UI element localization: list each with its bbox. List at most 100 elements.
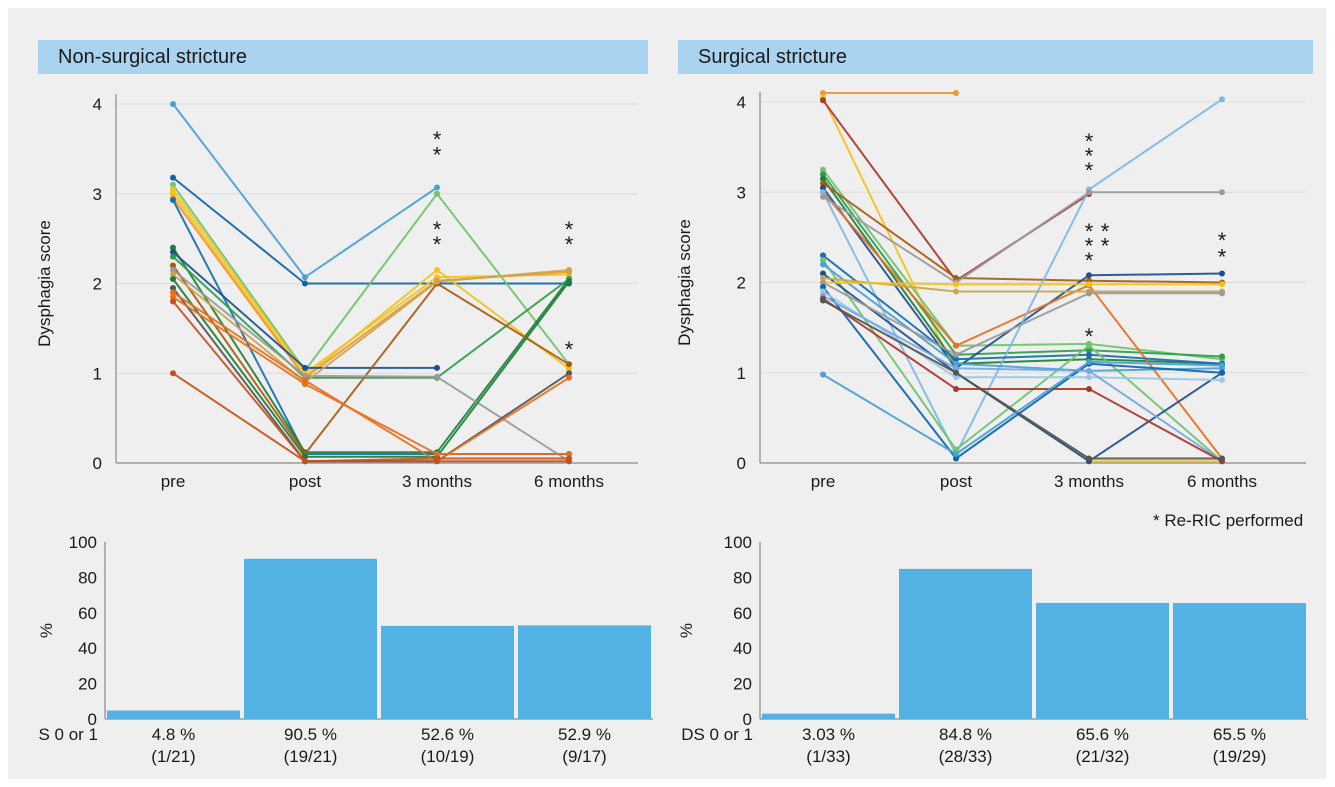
bar-count-label: (21/32): [1076, 747, 1130, 766]
x-tick-label: pre: [811, 472, 836, 491]
data-point: [1086, 455, 1092, 462]
data-point: [1219, 281, 1225, 288]
y-tick-label: 3: [93, 185, 102, 204]
data-point: [434, 364, 440, 371]
y-tick-label: 100: [724, 533, 752, 552]
y-tick-label: 20: [733, 675, 752, 694]
bar-count-label: (28/33): [939, 747, 993, 766]
significance-asterisk: *: [1101, 234, 1110, 259]
data-point: [820, 189, 826, 196]
data-point: [953, 342, 959, 349]
bar: [1036, 602, 1169, 719]
x-tick-label: 6 months: [1187, 472, 1257, 491]
bar: [1173, 603, 1306, 719]
data-point: [820, 184, 826, 191]
data-point: [434, 267, 440, 274]
data-point: [566, 278, 572, 285]
data-point: [1086, 367, 1092, 374]
bar-count-label: (9/17): [562, 747, 606, 766]
data-point: [953, 288, 959, 295]
series-line: [822, 295, 1223, 463]
significance-asterisk: *: [1085, 234, 1094, 259]
y-tick-label: 60: [78, 604, 97, 623]
data-point: [820, 171, 826, 178]
x-tick-label: post: [940, 472, 972, 491]
data-point: [953, 450, 959, 457]
series-line: [822, 173, 1223, 358]
series-line: [172, 296, 569, 455]
data-point: [1086, 189, 1092, 196]
data-point: [434, 278, 440, 285]
data-point: [170, 249, 176, 256]
series-line: [822, 182, 1223, 284]
significance-asterisk: *: [1085, 324, 1094, 349]
series-line: [822, 281, 1222, 356]
y-axis-label: Dysphagia score: [678, 219, 694, 346]
data-point: [170, 190, 176, 197]
data-point: [820, 279, 826, 286]
significance-asterisk: *: [1218, 244, 1227, 269]
data-point: [302, 458, 308, 465]
series-line: [822, 263, 1223, 372]
y-tick-label: 100: [69, 533, 97, 552]
y-tick-label: 20: [78, 675, 97, 694]
data-point: [1219, 353, 1225, 360]
line-chart-non-surgical: 0 1 2 3 4 pre post 3 months 6 months Dysphagia sc…: [38, 94, 638, 491]
data-point: [1086, 347, 1092, 354]
data-point: [820, 166, 826, 173]
data-point: [1219, 96, 1225, 103]
data-point: [302, 274, 308, 281]
data-point: [1219, 455, 1225, 462]
data-point: [820, 297, 826, 304]
y-tick-label: 2: [737, 274, 746, 293]
series-line: [822, 299, 1222, 460]
data-point: [953, 385, 959, 392]
series-line: [822, 99, 1090, 282]
data-point: [820, 274, 826, 281]
data-point: [566, 370, 572, 377]
data-point: [566, 365, 572, 372]
y-tick-label: 3: [737, 183, 746, 202]
series-line: [822, 169, 1223, 361]
bar-percent-label: 3.03 %: [802, 725, 855, 744]
bar-percent-label: 65.6 %: [1076, 725, 1129, 744]
bar-percent-label: 4.8 %: [152, 725, 195, 744]
significance-asterisk: *: [433, 127, 442, 152]
series-line: [172, 300, 569, 463]
significance-asterisk: *: [433, 217, 442, 242]
y-tick-label: 4: [737, 93, 746, 112]
y-tick-label: 0: [743, 710, 752, 729]
data-point: [953, 356, 959, 363]
bar-count-label: (10/19): [421, 747, 475, 766]
data-point: [434, 190, 440, 197]
y-axis-label: %: [678, 623, 696, 638]
y-axis-label: %: [38, 623, 56, 638]
data-point: [1086, 385, 1092, 392]
bar-percent-label: 90.5 %: [284, 725, 337, 744]
data-point: [566, 451, 572, 458]
data-point: [170, 262, 176, 269]
series-line: [822, 281, 1222, 286]
data-point: [170, 370, 176, 377]
significance-asterisk: *: [565, 337, 574, 362]
series-line: [822, 98, 1223, 455]
data-point: [1219, 376, 1225, 383]
data-point: [953, 455, 959, 462]
series-line: [172, 247, 570, 454]
y-tick-label: 40: [733, 639, 752, 658]
y-tick-label: 1: [737, 364, 746, 383]
significance-asterisk: *: [565, 232, 574, 257]
panel-header-non-surgical: Non-surgical stricture: [38, 40, 648, 74]
series-line: [172, 193, 570, 378]
x-tick-label: pre: [161, 472, 186, 491]
data-point: [170, 253, 176, 260]
data-point: [820, 175, 826, 182]
data-point: [170, 289, 176, 296]
data-point: [1219, 362, 1225, 369]
data-point: [170, 181, 176, 188]
data-point: [1219, 270, 1225, 277]
re-ric-note: * Re-RIC performed: [1153, 511, 1304, 530]
line-chart-surgical: 0 1 2 3 4 pre post 3 months 6 months Dysphagia sc…: [678, 89, 1306, 491]
significance-asterisk: *: [1085, 219, 1094, 244]
y-tick-label: 2: [93, 275, 102, 294]
